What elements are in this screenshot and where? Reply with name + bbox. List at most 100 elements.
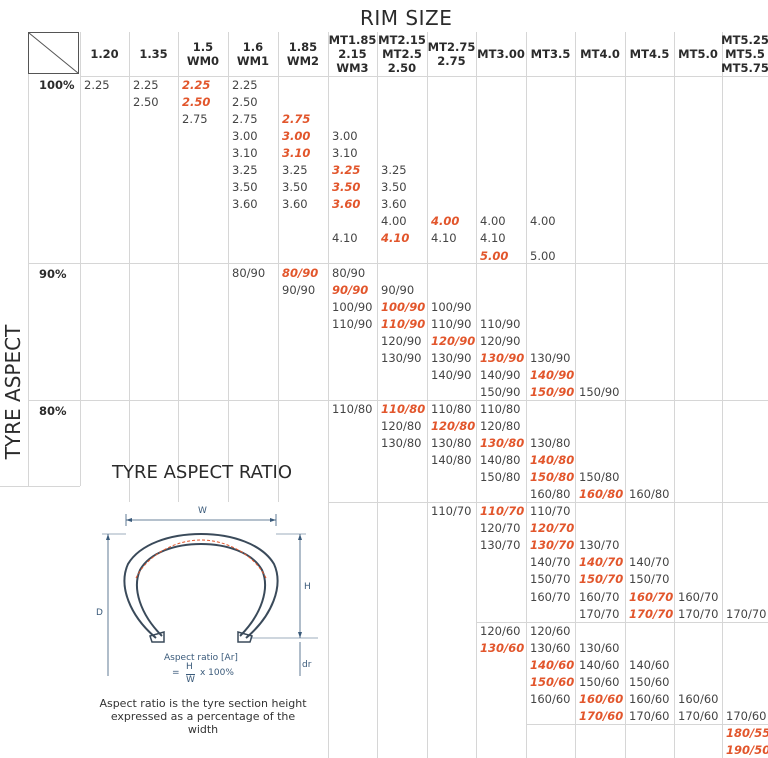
label-d: D	[96, 608, 103, 618]
column-header: MT4.5	[629, 47, 670, 61]
formula-eq: =	[172, 668, 180, 678]
table-cell: 140/80	[530, 453, 575, 468]
section-divider	[328, 502, 768, 503]
column-header: MT5.0	[678, 47, 718, 61]
table-cell: 4.10	[332, 231, 358, 246]
column-header: 1.5 WM0	[186, 40, 220, 68]
table-cell: 150/80	[579, 470, 620, 485]
table-cell: 4.10	[381, 231, 410, 246]
table-cell: 4.00	[381, 214, 407, 229]
column-divider	[228, 32, 229, 502]
table-cell: 160/70	[579, 589, 620, 604]
formula-title: Aspect ratio [Ar]	[164, 653, 238, 663]
table-cell: 110/80	[381, 401, 426, 416]
table-cell: 3.50	[381, 180, 407, 195]
table-cell: 3.00	[282, 129, 311, 144]
table-cell: 3.10	[232, 146, 258, 161]
table-cell: 3.25	[282, 163, 308, 178]
table-cell: 3.10	[332, 146, 358, 161]
column-header: MT3.5	[530, 47, 571, 61]
corner-box	[28, 32, 79, 74]
column-header: 1.35	[139, 47, 168, 61]
table-cell: 190/50	[726, 742, 768, 757]
table-cell: 2.25	[133, 78, 159, 92]
row-label: 80%	[39, 404, 67, 418]
table-cell: 3.50	[232, 180, 258, 195]
table-cell: 110/80	[431, 401, 472, 416]
table-cell: 100/90	[381, 299, 426, 314]
label-column-divider	[28, 74, 29, 486]
table-cell: 3.60	[332, 197, 361, 212]
table-cell: 90/90	[282, 282, 316, 297]
table-cell: 150/60	[579, 674, 620, 689]
table-cell: 160/70	[678, 589, 719, 604]
table-cell: 130/70	[530, 538, 575, 553]
table-cell: 2.50	[133, 95, 159, 110]
column-header: 1.85 WM2	[286, 40, 320, 68]
table-cell: 130/70	[480, 538, 521, 553]
table-cell: 140/90	[431, 367, 472, 382]
table-cell: 3.00	[232, 129, 258, 144]
chart-title: RIM SIZE	[360, 6, 453, 30]
table-cell: 110/90	[332, 316, 373, 331]
table-cell: 2.25	[232, 78, 258, 92]
table-cell: 170/70	[579, 606, 620, 621]
column-divider	[178, 32, 179, 502]
table-cell: 160/60	[678, 691, 719, 706]
section-divider	[28, 263, 768, 264]
caption-line-2: expressed as a percentage of the width	[110, 710, 296, 736]
column-header: MT5.25 MT5.5 MT5.75	[721, 33, 768, 75]
table-cell: 170/60	[579, 708, 624, 723]
table-cell: 140/90	[480, 367, 521, 382]
table-cell: 140/70	[579, 555, 624, 570]
table-cell: 140/90	[530, 367, 575, 382]
table-cell: 120/60	[530, 623, 571, 638]
table-cell: 150/80	[530, 470, 575, 485]
table-cell: 120/90	[381, 333, 422, 348]
table-cell: 160/60	[530, 691, 571, 706]
table-cell: 130/80	[480, 436, 525, 451]
table-cell: 170/70	[629, 606, 674, 621]
section-divider	[28, 400, 768, 401]
table-cell: 150/80	[480, 470, 521, 485]
table-cell: 2.25	[84, 78, 110, 92]
table-cell: 170/70	[726, 606, 767, 621]
table-cell: 3.60	[381, 197, 407, 212]
label-w: W	[198, 506, 207, 516]
formula-den: W	[186, 674, 195, 685]
section-divider	[526, 724, 768, 725]
table-cell: 110/90	[381, 316, 426, 331]
table-cell: 120/70	[530, 521, 575, 536]
column-divider	[526, 32, 527, 758]
table-cell: 80/90	[232, 265, 266, 280]
table-cell: 3.25	[232, 163, 258, 178]
table-cell: 3.60	[232, 197, 258, 212]
table-cell: 130/90	[381, 350, 422, 365]
table-cell: 160/70	[530, 589, 571, 604]
tyre-cross-section-icon	[102, 514, 318, 676]
table-cell: 120/90	[480, 333, 521, 348]
column-divider	[427, 32, 428, 758]
table-cell: 130/90	[431, 350, 472, 365]
table-cell: 110/70	[530, 504, 571, 519]
table-cell: 130/60	[530, 640, 571, 655]
table-cell: 130/70	[579, 538, 620, 553]
table-cell: 2.75	[182, 112, 208, 127]
table-cell: 120/90	[431, 333, 476, 348]
table-cell: 80/90	[332, 265, 366, 280]
table-cell: 150/90	[530, 384, 575, 399]
table-cell: 130/80	[530, 436, 571, 451]
table-cell: 130/60	[579, 640, 620, 655]
table-cell: 150/60	[530, 674, 575, 689]
table-cell: 5.00	[530, 248, 556, 263]
column-header: MT3.00	[477, 47, 525, 61]
table-cell: 130/60	[480, 640, 525, 655]
table-cell: 2.75	[232, 112, 258, 127]
table-cell: 130/90	[480, 350, 525, 365]
column-header: 1.20	[90, 47, 119, 61]
table-cell: 120/80	[431, 419, 476, 433]
table-cell: 3.25	[332, 163, 361, 178]
table-cell: 3.25	[381, 163, 407, 178]
column-divider	[476, 32, 477, 758]
table-cell: 160/60	[579, 691, 624, 706]
